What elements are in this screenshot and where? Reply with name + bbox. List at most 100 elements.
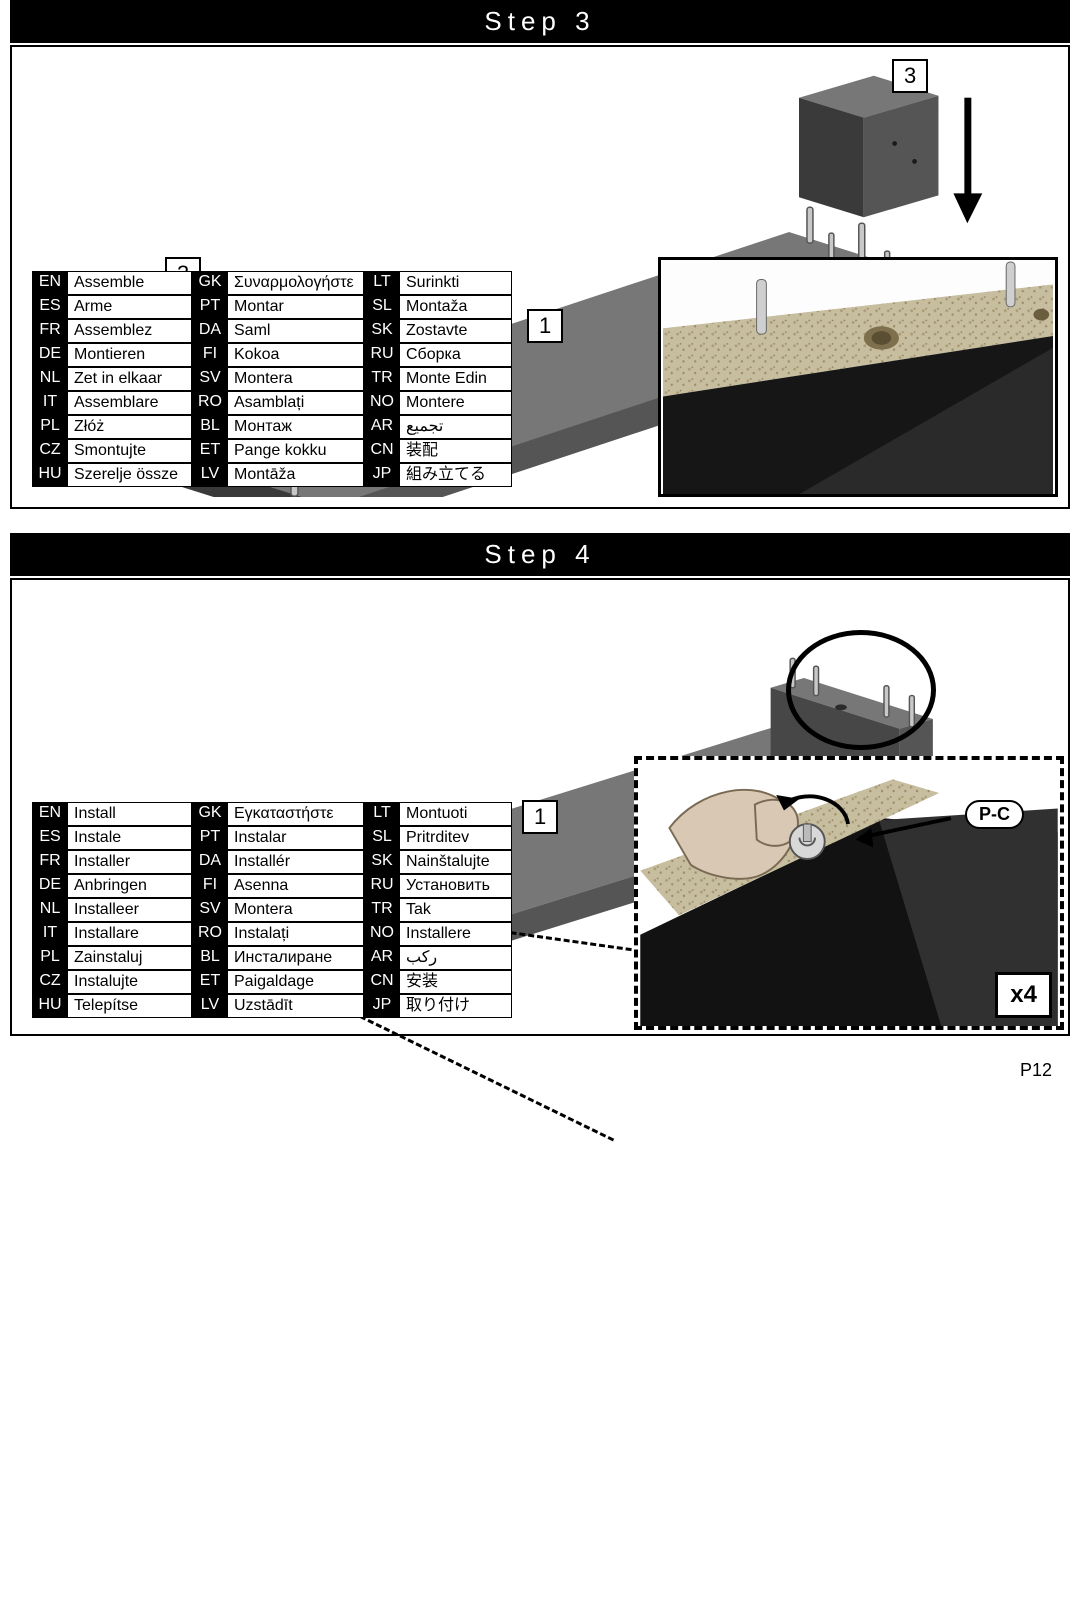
lang-code: LV bbox=[192, 994, 228, 1018]
lang-text: Инсталиране bbox=[228, 946, 364, 970]
lang-code: CZ bbox=[32, 439, 68, 463]
step3-inset bbox=[658, 257, 1058, 497]
lang-text: Installere bbox=[400, 922, 512, 946]
lang-text: Montaža bbox=[400, 295, 512, 319]
lang-text: Paigaldage bbox=[228, 970, 364, 994]
lang-code: RO bbox=[192, 922, 228, 946]
lang-code: BL bbox=[192, 946, 228, 970]
lang-text: Installér bbox=[228, 850, 364, 874]
lang-text: Монтаж bbox=[228, 415, 364, 439]
lang-text: Uzstādīt bbox=[228, 994, 364, 1018]
lang-text: Installeer bbox=[68, 898, 192, 922]
lang-text: Montāža bbox=[228, 463, 364, 487]
lang-code: DA bbox=[192, 319, 228, 343]
lang-text: Montera bbox=[228, 898, 364, 922]
lang-code: DA bbox=[192, 850, 228, 874]
step4-lang-table: ENInstallESInstaleFRInstallerDEAnbringen… bbox=[32, 802, 512, 1018]
lang-code: HU bbox=[32, 463, 68, 487]
lang-text: Instalar bbox=[228, 826, 364, 850]
label-3-right: 3 bbox=[892, 59, 928, 93]
lang-text: 安装 bbox=[400, 970, 512, 994]
lang-code: ET bbox=[192, 970, 228, 994]
lang-text: Monte Edin bbox=[400, 367, 512, 391]
lang-code: PT bbox=[192, 826, 228, 850]
lang-code: NO bbox=[364, 922, 400, 946]
lang-code: EN bbox=[32, 271, 68, 295]
label-1: 1 bbox=[527, 309, 563, 343]
lang-code: CZ bbox=[32, 970, 68, 994]
lang-text: Installare bbox=[68, 922, 192, 946]
lang-code: JP bbox=[364, 463, 400, 487]
lang-code: IT bbox=[32, 922, 68, 946]
lang-code: NL bbox=[32, 367, 68, 391]
lang-code: FI bbox=[192, 874, 228, 898]
lang-text: Montar bbox=[228, 295, 364, 319]
lang-text: Montuoti bbox=[400, 802, 512, 826]
lang-text: Pritrditev bbox=[400, 826, 512, 850]
lang-text: Złóż bbox=[68, 415, 192, 439]
lang-text: Szerelje össze bbox=[68, 463, 192, 487]
lang-code: SV bbox=[192, 367, 228, 391]
lang-text: Surinkti bbox=[400, 271, 512, 295]
lang-code: JP bbox=[364, 994, 400, 1018]
lang-code: FI bbox=[192, 343, 228, 367]
lang-code: AR bbox=[364, 946, 400, 970]
lang-code: PT bbox=[192, 295, 228, 319]
lang-text: Συναρμολογήστε bbox=[228, 271, 364, 295]
lang-code: CN bbox=[364, 439, 400, 463]
lang-code: SL bbox=[364, 295, 400, 319]
lang-text: Zainstaluj bbox=[68, 946, 192, 970]
lang-code: RO bbox=[192, 391, 228, 415]
lang-text: Zet in elkaar bbox=[68, 367, 192, 391]
lang-code: PL bbox=[32, 946, 68, 970]
lang-code: FR bbox=[32, 319, 68, 343]
lang-text: Kokoa bbox=[228, 343, 364, 367]
step3-header: Step 3 bbox=[10, 0, 1070, 43]
lang-code: GK bbox=[192, 802, 228, 826]
lang-code: SK bbox=[364, 319, 400, 343]
lang-code: NO bbox=[364, 391, 400, 415]
lang-text: Instalați bbox=[228, 922, 364, 946]
lang-text: Montere bbox=[400, 391, 512, 415]
lang-text: 装配 bbox=[400, 439, 512, 463]
lang-text: Nainštalujte bbox=[400, 850, 512, 874]
lang-text: Installer bbox=[68, 850, 192, 874]
lang-text: Pange kokku bbox=[228, 439, 364, 463]
lang-text: Telepítse bbox=[68, 994, 192, 1018]
lang-text: Instale bbox=[68, 826, 192, 850]
lang-text: Install bbox=[68, 802, 192, 826]
lang-text: Assemblez bbox=[68, 319, 192, 343]
lang-code: TR bbox=[364, 367, 400, 391]
lang-text: Assemble bbox=[68, 271, 192, 295]
step3-panel: 3 3 1 EN bbox=[10, 45, 1070, 509]
lang-text: Arme bbox=[68, 295, 192, 319]
lang-text: Montera bbox=[228, 367, 364, 391]
step4-panel: 1 ENInstallESInstaleFRInstallerDEAnbring… bbox=[10, 578, 1070, 1036]
lang-text: Smontujte bbox=[68, 439, 192, 463]
lang-code: IT bbox=[32, 391, 68, 415]
lang-code: GK bbox=[192, 271, 228, 295]
lang-text: Сборка bbox=[400, 343, 512, 367]
lang-text: Zostavte bbox=[400, 319, 512, 343]
lang-code: ES bbox=[32, 826, 68, 850]
lang-text: Asamblați bbox=[228, 391, 364, 415]
lang-text: Montieren bbox=[68, 343, 192, 367]
lang-code: HU bbox=[32, 994, 68, 1018]
lang-text: Assemblare bbox=[68, 391, 192, 415]
lang-text: Tak bbox=[400, 898, 512, 922]
lang-text: Saml bbox=[228, 319, 364, 343]
lang-code: DE bbox=[32, 874, 68, 898]
lang-code: AR bbox=[364, 415, 400, 439]
lang-code: LT bbox=[364, 271, 400, 295]
lang-text: 取り付け bbox=[400, 994, 512, 1018]
lang-text: 組み立てる bbox=[400, 463, 512, 487]
page-number: P12 bbox=[10, 1060, 1070, 1081]
lang-code: TR bbox=[364, 898, 400, 922]
lang-code: CN bbox=[364, 970, 400, 994]
lang-code: FR bbox=[32, 850, 68, 874]
lang-code: NL bbox=[32, 898, 68, 922]
lang-code: LT bbox=[364, 802, 400, 826]
lang-code: RU bbox=[364, 874, 400, 898]
step4-header: Step 4 bbox=[10, 533, 1070, 576]
step3-diagram: 3 3 1 EN bbox=[22, 57, 1058, 497]
